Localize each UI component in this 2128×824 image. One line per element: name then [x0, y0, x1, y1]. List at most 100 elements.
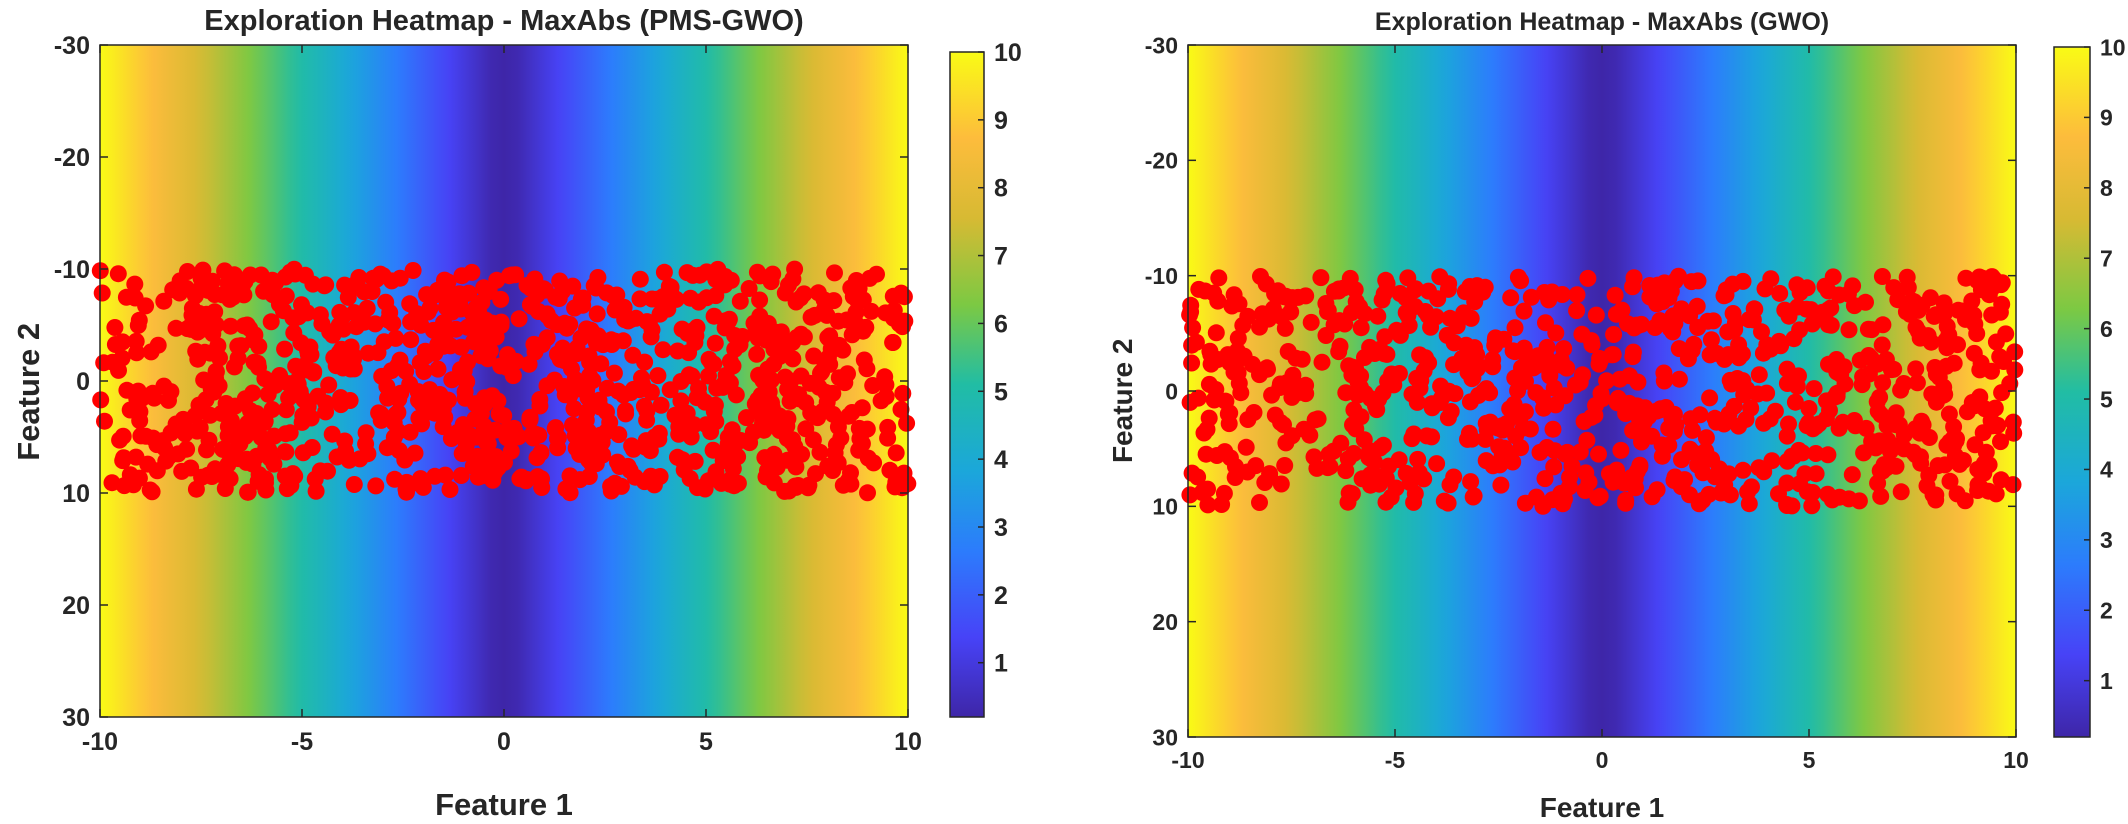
scatter-point	[1547, 324, 1565, 342]
scatter-point	[631, 381, 649, 399]
scatter-point	[162, 383, 180, 401]
scatter-point	[419, 396, 437, 414]
scatter-point	[95, 354, 113, 372]
scatter-point	[263, 401, 281, 418]
scatter-point	[1778, 497, 1796, 514]
scatter-point	[609, 382, 627, 400]
scatter-point	[757, 331, 775, 349]
scatter-point	[843, 326, 861, 344]
scatter-point	[655, 263, 673, 281]
scatter-point	[799, 479, 817, 497]
scatter-point	[1908, 374, 1926, 392]
y-axis-label: Feature 2	[1107, 339, 1138, 464]
scatter-point	[1995, 353, 2013, 370]
scatter-point	[1345, 445, 1363, 462]
scatter-point	[1340, 357, 1358, 375]
scatter-point	[731, 292, 749, 310]
scatter-point	[1558, 359, 1576, 377]
scatter-point	[898, 414, 916, 432]
scatter-point	[1509, 382, 1527, 400]
scatter-point	[224, 288, 242, 306]
scatter-point	[1892, 483, 1910, 501]
scatter-point	[252, 429, 270, 446]
scatter-point	[1183, 336, 1201, 354]
scatter-point	[1397, 304, 1415, 322]
scatter-point	[387, 329, 405, 347]
scatter-point	[106, 319, 124, 336]
scatter-point	[336, 356, 353, 374]
scatter-point	[1330, 343, 1348, 361]
colorbar-ticks: 1 2 3 4 5 6 7 8 9 10	[2084, 34, 2126, 694]
scatter-point	[1844, 277, 1862, 295]
scatter-point	[858, 360, 876, 378]
scatter-point	[1375, 285, 1393, 303]
scatter-point	[1730, 349, 1748, 367]
scatter-point	[1431, 268, 1449, 286]
scatter-point	[592, 355, 610, 373]
scatter-point	[533, 470, 550, 488]
scatter-point	[473, 397, 491, 415]
scatter-point	[157, 452, 175, 470]
x-axis-label: Feature 1	[435, 787, 573, 822]
scatter-point	[733, 328, 751, 345]
scatter-point	[1366, 345, 1384, 362]
scatter-point	[469, 468, 487, 486]
scatter-point	[1734, 461, 1752, 479]
scatter-point	[1960, 309, 1978, 327]
scatter-point	[1655, 372, 1673, 390]
x-axis-label: Feature 1	[1540, 792, 1665, 823]
scatter-point	[1724, 305, 1742, 322]
scatter-point	[222, 317, 240, 335]
scatter-point	[1607, 472, 1625, 490]
x-tick-label: 0	[1596, 747, 1609, 773]
scatter-point	[1956, 492, 1974, 510]
scatter-point	[1181, 306, 1199, 324]
scatter-point	[463, 263, 481, 281]
scatter-point	[221, 452, 239, 470]
scatter-point	[580, 451, 598, 469]
scatter-point	[787, 458, 805, 476]
scatter-point	[510, 310, 528, 328]
scatter-point	[1555, 340, 1573, 358]
scatter-point	[740, 280, 758, 297]
scatter-point	[1363, 451, 1381, 469]
scatter-point	[239, 414, 257, 432]
scatter-point	[1515, 302, 1533, 320]
scatter-point	[1929, 457, 1947, 475]
scatter-point	[567, 439, 585, 457]
scatter-point	[1543, 491, 1561, 509]
scatter-point	[528, 449, 546, 467]
scatter-point	[1276, 319, 1294, 337]
colorbar-tick-label: 10	[994, 39, 1022, 67]
x-tick-label: -5	[291, 728, 313, 756]
x-tick-label: -10	[1171, 747, 1204, 773]
scatter-point	[437, 290, 455, 308]
y-tick-label: 0	[76, 368, 90, 396]
scatter-point	[1766, 402, 1784, 420]
scatter-point	[1301, 426, 1319, 444]
scatter-point	[236, 273, 254, 290]
scatter-point	[826, 264, 843, 282]
scatter-point	[1568, 286, 1586, 304]
scatter-point	[256, 370, 274, 388]
scatter-point	[1753, 323, 1770, 341]
scatter-point	[849, 292, 867, 310]
scatter-point	[1885, 279, 1903, 297]
scatter-point	[1476, 430, 1494, 448]
scatter-point	[1870, 432, 1888, 450]
scatter-point	[426, 467, 444, 485]
scatter-point	[219, 418, 237, 436]
scatter-point	[1247, 457, 1265, 475]
scatter-point	[1948, 430, 1965, 448]
x-tick-label: 5	[1803, 747, 1816, 773]
scatter-point	[1983, 417, 2001, 435]
scatter-point	[368, 270, 385, 288]
scatter-point	[1355, 431, 1373, 449]
scatter-point	[1605, 326, 1623, 343]
scatter-point	[556, 314, 574, 332]
scatter-point	[1791, 284, 1809, 302]
colorbar-gwo: 1 2 3 4 5 6 7 8 9 10	[2053, 34, 2126, 738]
scatter-point	[564, 416, 581, 434]
scatter-point	[591, 398, 609, 416]
